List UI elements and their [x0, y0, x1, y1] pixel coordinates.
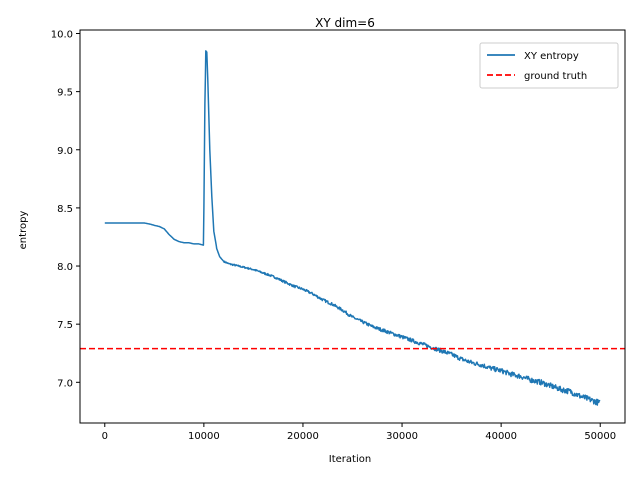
y-axis-label: entropy [18, 211, 29, 250]
x-tick-label: 20000 [287, 431, 319, 442]
x-tick-label: 40000 [485, 431, 517, 442]
y-tick-label: 9.0 [57, 146, 73, 157]
plot-frame [79, 29, 626, 424]
y-tick-label: 8.0 [57, 262, 73, 273]
y-tick-label: 10.0 [51, 29, 73, 40]
y-tick-label: 8.5 [57, 204, 73, 215]
x-axis-label: Iteration [329, 454, 371, 465]
x-tick-label: 10000 [188, 431, 220, 442]
x-tick-label: 30000 [386, 431, 418, 442]
legend-label-ground-truth: ground truth [524, 71, 587, 82]
chart-title: XY dim=6 [315, 16, 375, 30]
legend-label-xy-entropy: XY entropy [524, 51, 579, 62]
x-tick-label: 0 [102, 431, 108, 442]
y-tick-label: 7.5 [57, 320, 73, 331]
x-tick-label: 50000 [584, 431, 616, 442]
y-tick-label: 9.5 [57, 88, 73, 99]
plot-area: 0 10000 20000 30000 40000 50000 7.0 7.5 8.0 8.5 9.… [51, 29, 626, 442]
legend: XY entropy ground truth [479, 42, 619, 89]
y-tick-label: 7.0 [57, 378, 73, 389]
series-line-xy-entropy [104, 50, 601, 406]
